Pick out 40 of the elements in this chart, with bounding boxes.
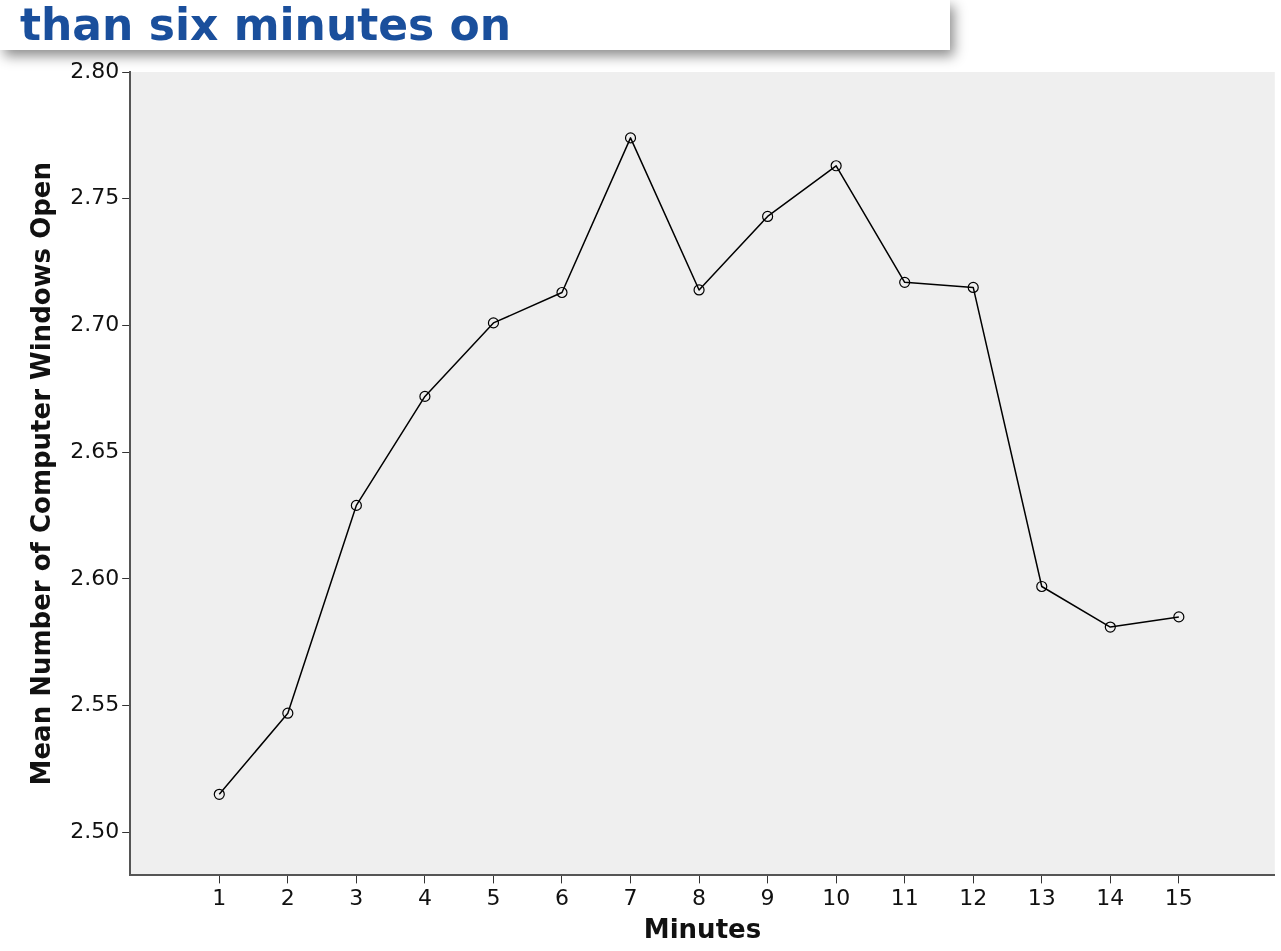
point [282,707,294,719]
y-tick-label: 2.50 [70,818,120,844]
x-tick-label: 13 [1027,885,1056,911]
y-tick-label: 2.60 [70,564,120,590]
point [1104,621,1116,633]
x-axis-title: Minutes [643,914,762,945]
x-tick-label: 4 [417,885,432,911]
point [350,499,362,511]
point [487,317,500,329]
y-tick-label: 2.75 [70,184,120,210]
point [556,286,568,299]
x-tick-label: 6 [554,885,569,911]
point [624,132,637,144]
point [1036,580,1048,593]
x-tick-label: 2 [280,885,295,911]
point [1173,611,1185,623]
x-tick-label: 7 [623,885,638,911]
x-tick-label: 14 [1096,885,1125,911]
y-axis-title: Mean Number of Computer Windows Open [26,162,57,786]
x-tick-label: 15 [1164,885,1193,911]
x-tick-label: 11 [890,885,919,911]
x-tick-label: 12 [959,885,988,911]
point [762,210,774,223]
x-tick-label: 9 [760,885,775,911]
y-tick-label: 2.55 [70,691,120,717]
x-tick-label: 3 [349,885,364,911]
point [213,788,225,800]
y-tick-label: 2.70 [70,311,120,337]
point [967,281,979,294]
x-tick-label: 1 [212,885,227,911]
text: than six minutes on [0,0,950,50]
y-tick-label: 2.80 [70,57,120,83]
point [830,160,842,172]
x-tick-label: 8 [692,885,707,911]
point [693,284,705,296]
y-tick-label: 2.65 [70,437,120,463]
x-tick-label: 5 [486,885,501,911]
x-tick-label: 10 [822,885,851,911]
point [419,390,431,402]
point [899,276,911,288]
